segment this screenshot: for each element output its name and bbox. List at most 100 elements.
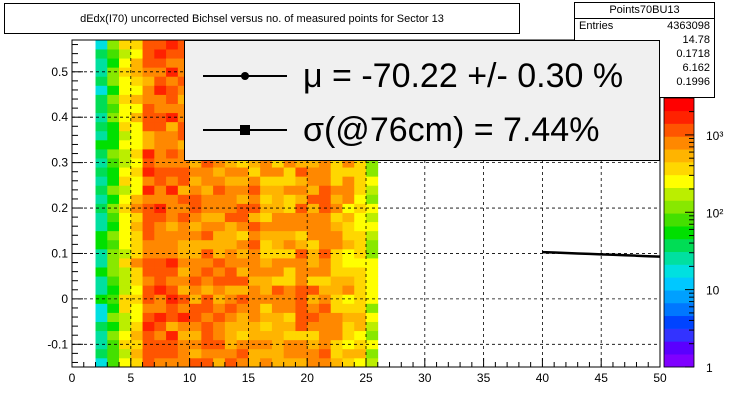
heatmap-bin — [260, 194, 273, 204]
heatmap-bin — [366, 285, 379, 295]
heatmap-bin — [177, 276, 190, 286]
heatmap-bin — [283, 285, 296, 295]
heatmap-bin — [107, 221, 120, 232]
heatmap-bin — [107, 130, 120, 141]
heatmap-bin — [283, 267, 296, 277]
heatmap-bin — [177, 248, 190, 259]
heatmap-bin — [295, 285, 308, 295]
heatmap-bin — [283, 357, 296, 368]
heatmap-bin — [213, 212, 226, 223]
heatmap-bin — [366, 312, 379, 322]
heatmap-bin — [213, 239, 226, 250]
heatmap-bin — [119, 203, 132, 213]
heatmap-bin — [189, 212, 202, 223]
heatmap-bin — [130, 58, 143, 68]
heatmap-bin — [142, 230, 155, 241]
heatmap-bin — [260, 285, 273, 295]
heatmap-bin — [130, 85, 143, 95]
heatmap-bin — [189, 194, 202, 204]
heatmap-bin — [130, 303, 143, 313]
heatmap-bin — [119, 312, 132, 322]
heatmap-bin — [177, 85, 190, 95]
heatmap-bin — [130, 357, 143, 368]
heatmap-bin — [307, 194, 320, 204]
heatmap-bin — [189, 294, 202, 304]
z-tick-label: 10² — [706, 206, 723, 220]
heatmap-bin — [130, 267, 143, 277]
heatmap-bin — [354, 321, 367, 332]
heatmap-bin — [318, 357, 332, 368]
heatmap-bin — [166, 40, 179, 50]
heatmap-bin — [95, 203, 108, 213]
heatmap-bin — [119, 248, 132, 259]
heatmap-bin — [95, 285, 108, 295]
heatmap-bin — [283, 303, 296, 313]
heatmap-bin — [107, 76, 120, 86]
heatmap-bin — [107, 203, 120, 213]
heatmap-bin — [224, 258, 238, 268]
heatmap-bin — [283, 176, 296, 186]
heatmap-bin — [166, 112, 179, 123]
heatmap-bin — [283, 185, 296, 195]
palette-band — [664, 174, 694, 188]
heatmap-bin — [95, 348, 108, 359]
heatmap-bin — [236, 276, 249, 286]
heatmap-bin — [201, 348, 214, 359]
heatmap-bin — [166, 348, 179, 359]
heatmap-bin — [213, 321, 226, 332]
heatmap-bin — [260, 357, 273, 368]
heatmap-bin — [366, 230, 379, 241]
heatmap-bin — [342, 267, 355, 277]
heatmap-bin — [213, 230, 226, 241]
heatmap-bin — [177, 112, 190, 123]
heatmap-bin — [107, 212, 120, 223]
heatmap-bin — [166, 312, 179, 322]
heatmap-bin — [177, 294, 190, 304]
heatmap-bin — [236, 285, 249, 295]
heatmap-bin — [95, 103, 108, 114]
heatmap-bin — [107, 312, 120, 322]
heatmap-bin — [154, 294, 167, 304]
heatmap-bin — [142, 103, 155, 114]
y-tick-label: 0.4 — [51, 110, 68, 124]
heatmap-bin — [130, 139, 143, 150]
heatmap-bin — [295, 221, 308, 232]
heatmap-bin — [366, 194, 379, 204]
palette-band — [664, 290, 694, 304]
heatmap-bin — [213, 267, 226, 277]
heatmap-bin — [318, 239, 332, 250]
heatmap-bin — [119, 258, 132, 268]
heatmap-bin — [283, 348, 296, 359]
heatmap-bin — [318, 212, 332, 223]
heatmap-bin — [318, 330, 332, 341]
heatmap-bin — [142, 40, 155, 50]
heatmap-bin — [177, 176, 190, 186]
heatmap-bin — [107, 112, 120, 123]
heatmap-bin — [154, 76, 167, 86]
x-tick-label: 25 — [359, 371, 373, 385]
heatmap-bin — [307, 303, 320, 313]
heatmap-bin — [107, 185, 120, 195]
heatmap-bin — [224, 230, 238, 241]
y-tick-label: 0.3 — [51, 156, 68, 170]
heatmap-bin — [213, 194, 226, 204]
heatmap-bin — [295, 185, 308, 195]
heatmap-bin — [166, 158, 179, 168]
heatmap-bin — [189, 176, 202, 186]
z-tick-label: 10 — [706, 284, 720, 298]
heatmap-bin — [201, 203, 214, 213]
heatmap-bin — [366, 258, 379, 268]
heatmap-bin — [107, 267, 120, 277]
heatmap-bin — [354, 167, 367, 177]
heatmap-bin — [95, 130, 108, 141]
heatmap-bin — [295, 276, 308, 286]
heatmap-bin — [177, 357, 190, 368]
heatmap-bin — [236, 239, 249, 250]
heatmap-bin — [119, 139, 132, 150]
heatmap-bin — [154, 258, 167, 268]
heatmap-bin — [166, 67, 179, 77]
heatmap-bin — [248, 267, 261, 277]
heatmap-bin — [213, 248, 226, 259]
heatmap-bin — [142, 203, 155, 213]
heatmap-bin — [342, 212, 355, 223]
